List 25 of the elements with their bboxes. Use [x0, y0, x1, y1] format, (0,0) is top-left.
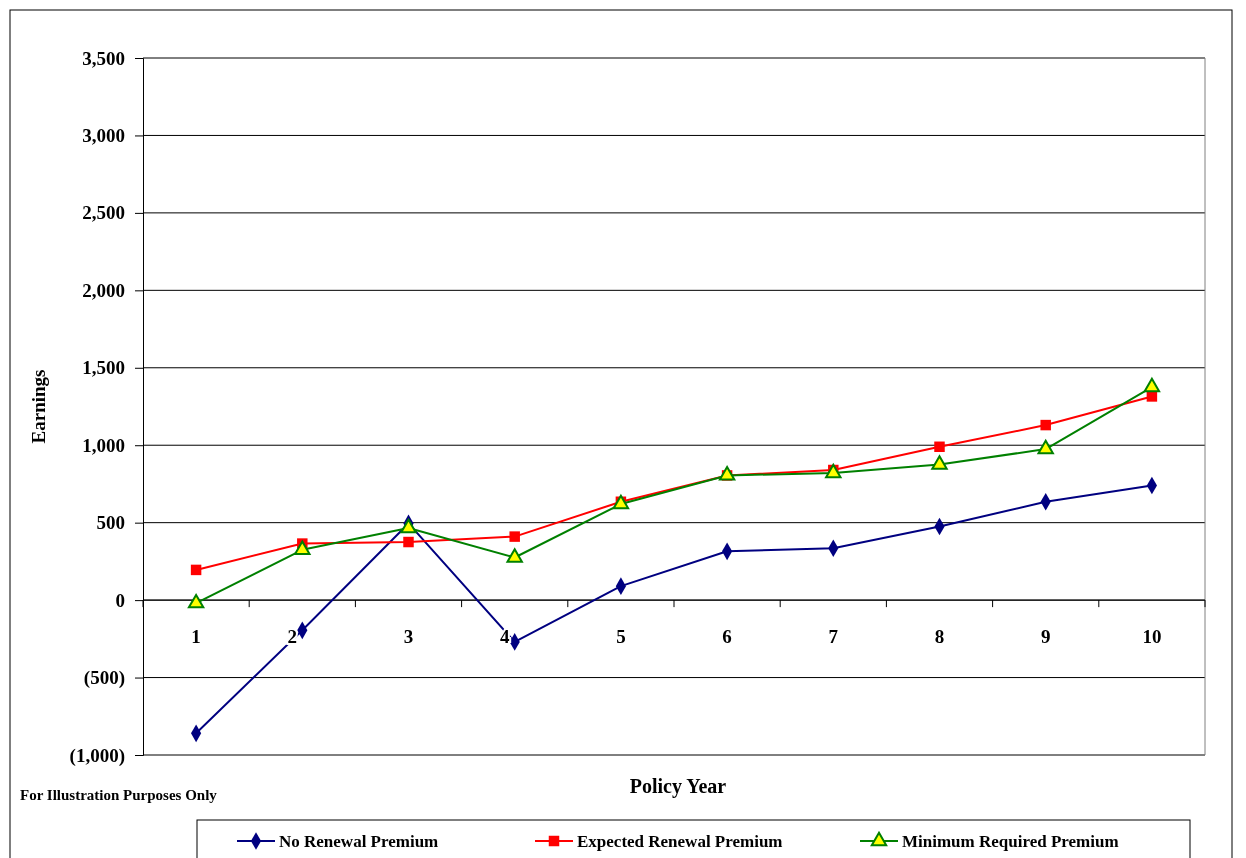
y-tick-label: 1,500	[82, 357, 125, 379]
x-tick-label: 9	[1040, 626, 1051, 648]
text: For Illustration Purposes Only	[20, 787, 218, 803]
y-tick-label: 2,000	[82, 279, 125, 301]
legend-label: Minimum Required Premium	[902, 832, 1119, 851]
y-tick-label: 0	[115, 589, 125, 611]
y-tick-label: (500)	[83, 667, 125, 690]
legend-label: Expected Renewal Premium	[577, 832, 783, 851]
x-tick-label: 3	[403, 626, 414, 648]
x-tick-label: 1	[191, 626, 201, 648]
x-tick-label: 8	[934, 626, 945, 648]
x-axis-title: Policy Year	[629, 775, 727, 798]
y-tick-label: 3,500	[82, 47, 125, 69]
y-tick-label: 2,500	[82, 202, 125, 224]
y-tick-label: 1,000	[82, 434, 125, 456]
x-tick-label: 5	[616, 626, 626, 648]
x-tick-label: 6	[722, 626, 732, 648]
x-tick-label: 10	[1142, 626, 1162, 648]
y-tick-label: 3,000	[82, 125, 125, 147]
y-tick-label: (1,000)	[69, 744, 125, 767]
y-tick-label: 500	[96, 512, 125, 534]
x-tick-label: 4	[499, 626, 510, 648]
y-axis-title: Earnings	[28, 369, 49, 444]
x-tick-label: 7	[828, 626, 839, 648]
legend-label: No Renewal Premium	[279, 832, 439, 851]
